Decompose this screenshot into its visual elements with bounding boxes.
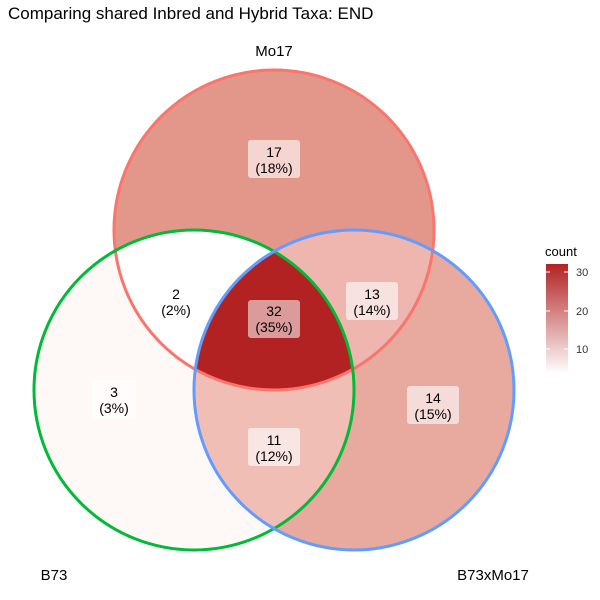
legend-tick-30: 30: [576, 267, 588, 279]
svg-text:(2%): (2%): [161, 302, 191, 318]
svg-text:(12%): (12%): [255, 448, 292, 464]
set-label-b73xmo17: B73xMo17: [457, 567, 529, 584]
region-label-mo17-only: 17 (18%): [248, 140, 300, 178]
svg-text:(3%): (3%): [99, 400, 129, 416]
legend-colorbar: [546, 264, 568, 374]
svg-text:17: 17: [266, 144, 282, 160]
svg-text:(18%): (18%): [255, 160, 292, 176]
svg-text:3: 3: [110, 384, 118, 400]
page-title: Comparing shared Inbred and Hybrid Taxa:…: [8, 4, 374, 23]
svg-text:11: 11: [267, 432, 282, 448]
svg-text:(14%): (14%): [353, 302, 390, 318]
svg-text:(15%): (15%): [414, 406, 451, 422]
set-label-b73: B73: [41, 567, 68, 584]
set-outline-mo17: [112, 68, 436, 392]
set-outline-b73xmo17: [192, 228, 516, 552]
region-label-b73-b73xmo17: 11 (12%): [248, 428, 300, 466]
set-label-mo17: Mo17: [255, 43, 293, 60]
region-label-b73xmo17-only: 14 (15%): [407, 386, 459, 424]
svg-text:14: 14: [425, 390, 441, 406]
region-label-mo17-b73xmo17: 13 (14%): [346, 282, 398, 320]
svg-text:(35%): (35%): [255, 319, 292, 335]
svg-text:13: 13: [364, 286, 380, 302]
legend: count 30 20 10: [545, 244, 588, 374]
legend-title: count: [545, 244, 577, 259]
region-label-b73-only: 3 (3%): [92, 380, 136, 418]
region-label-all-three: 32 (35%): [248, 300, 300, 338]
svg-text:2: 2: [172, 286, 180, 302]
svg-text:32: 32: [266, 303, 282, 319]
region-label-mo17-b73: 2 (2%): [154, 283, 198, 321]
set-outline-b73: [32, 228, 356, 552]
legend-tick-20: 20: [576, 306, 588, 318]
legend-tick-10: 10: [576, 344, 588, 356]
